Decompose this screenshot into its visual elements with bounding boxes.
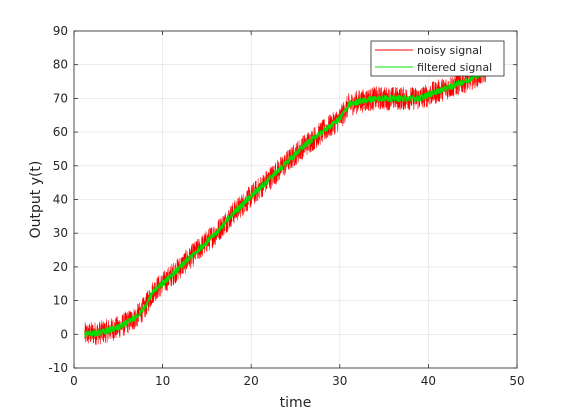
x-tick-label: 50 — [509, 374, 524, 388]
x-axis-label: time — [280, 395, 312, 411]
filtered-signal-line — [84, 69, 487, 338]
y-tick-label: 80 — [53, 58, 68, 72]
y-tick-label: 0 — [60, 327, 68, 341]
series-layer — [84, 61, 487, 346]
y-tick-label: 20 — [53, 260, 68, 274]
legend-label-noisy: noisy signal — [417, 44, 482, 57]
y-tick-label: -10 — [48, 361, 68, 375]
legend: noisy signal filtered signal — [370, 40, 505, 77]
x-tick-label: 30 — [332, 374, 347, 388]
x-tick-label: 0 — [70, 374, 78, 388]
y-tick-label: 90 — [53, 24, 68, 38]
x-tick-label: 20 — [244, 374, 259, 388]
y-tick-label: 30 — [53, 226, 68, 240]
x-tick-label: 10 — [155, 374, 170, 388]
legend-label-filtered: filtered signal — [417, 61, 492, 74]
y-axis-label: Output y(t) — [28, 161, 44, 239]
y-tick-label: 60 — [53, 125, 68, 139]
y-tick-label: 10 — [53, 294, 68, 308]
y-tick-label: 40 — [53, 193, 68, 207]
legend-box — [370, 40, 505, 77]
y-tick-label: 70 — [53, 91, 68, 105]
y-tick-label: 50 — [53, 159, 68, 173]
x-tick-label: 40 — [421, 374, 436, 388]
